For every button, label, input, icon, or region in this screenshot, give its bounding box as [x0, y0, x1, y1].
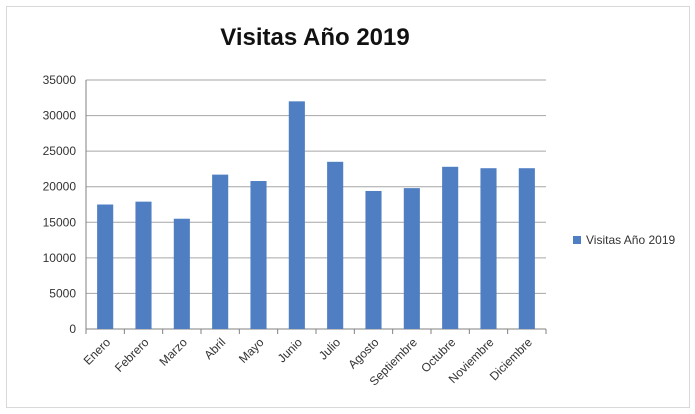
- bar-abril: [212, 174, 229, 329]
- y-tick-label: 30000: [43, 109, 77, 123]
- legend-label: Visitas Año 2019: [586, 233, 676, 247]
- bar-enero: [97, 204, 114, 329]
- bar-diciembre: [518, 168, 535, 329]
- chart-title: Visitas Año 2019: [220, 24, 410, 51]
- x-tick-label: Mayo: [236, 335, 267, 366]
- x-tick-label: Marzo: [156, 335, 190, 369]
- bar-noviembre: [480, 168, 497, 329]
- y-tick-label: 5000: [49, 286, 76, 300]
- bar-septiembre: [403, 188, 420, 329]
- y-tick-label: 0: [69, 322, 76, 336]
- y-axis-tick-labels: 0 5000 10000 15000 20000 25000 30000 35000: [43, 73, 77, 336]
- x-tick-label: Febrero: [112, 335, 152, 375]
- bar-mayo: [250, 181, 267, 329]
- bar-junio: [288, 101, 305, 329]
- bar-febrero: [135, 201, 152, 329]
- bar-julio: [327, 161, 344, 329]
- y-tick-label: 25000: [43, 144, 77, 158]
- x-tick-label: Julio: [316, 335, 344, 363]
- x-tick-label: Junio: [275, 335, 305, 365]
- y-tick-label: 10000: [43, 251, 77, 265]
- x-tick-label: Abril: [201, 335, 228, 362]
- bar-octubre: [442, 166, 459, 329]
- gridlines: [85, 79, 547, 334]
- legend: Visitas Año 2019: [573, 233, 676, 247]
- chart-frame: [6, 6, 690, 408]
- y-tick-label: 15000: [43, 215, 77, 229]
- bar-agosto: [365, 190, 382, 329]
- x-tick-label: Enero: [81, 335, 114, 368]
- y-tick-label: 35000: [43, 73, 77, 87]
- legend-swatch: [573, 236, 581, 244]
- x-tick-label: Agosto: [345, 335, 382, 372]
- bar-marzo: [173, 218, 190, 329]
- x-tick-label: Diciembre: [487, 335, 535, 383]
- bars: [97, 101, 535, 329]
- y-tick-label: 20000: [43, 180, 77, 194]
